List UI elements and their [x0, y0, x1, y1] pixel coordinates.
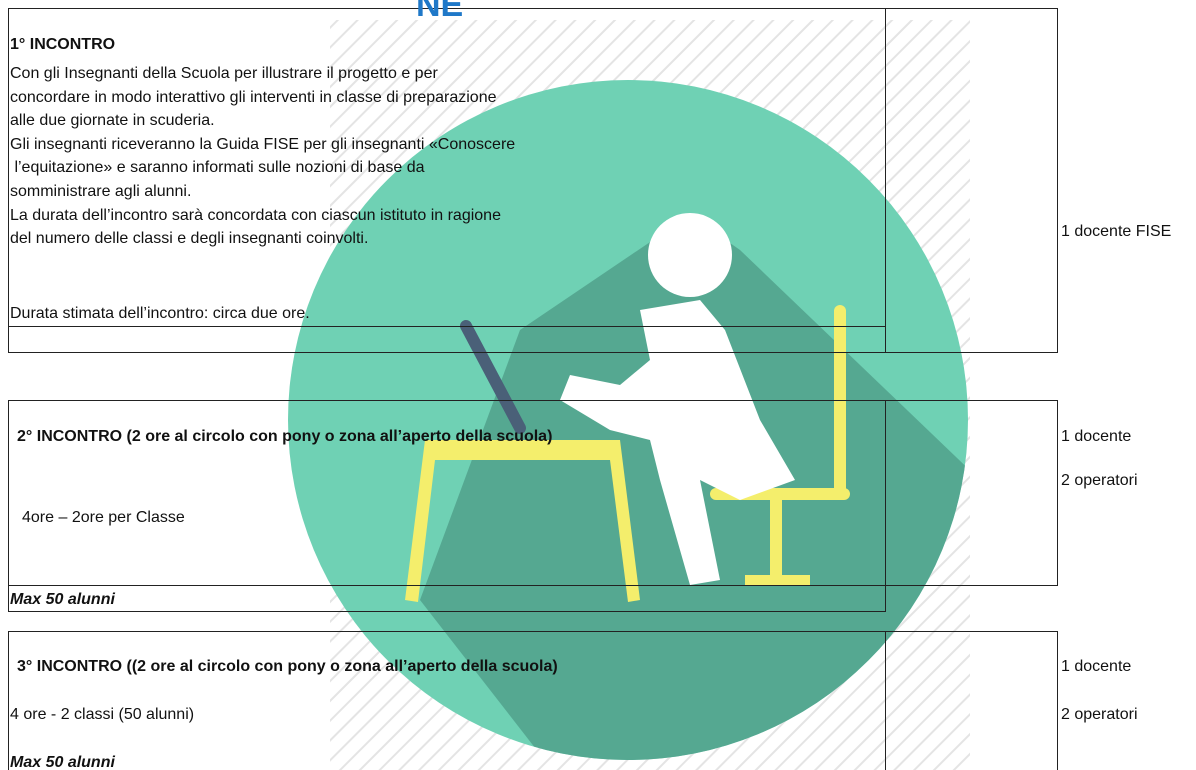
staff: 1 docente [1061, 658, 1132, 675]
title: NE [416, 0, 464, 24]
body-line: somministrare agli alunni. [10, 183, 192, 200]
icon [405, 213, 850, 602]
detail: 4 ore - 2 classi (50 alunni) [10, 706, 195, 723]
staff: 1 docente FISE [1061, 223, 1172, 240]
body-line: Gli insegnanti riceveranno la Guida FISE… [10, 135, 516, 153]
staff: 2 operatori [1061, 472, 1138, 489]
body-line: l’equitazione» e saranno informati sulle… [10, 159, 425, 177]
boxes [8, 8, 1058, 770]
note: Max 50 alunni [10, 754, 115, 770]
duration: Durata stimata dell’incontro: circa due … [10, 305, 310, 322]
detail: 4ore – 2ore per Classe [22, 509, 185, 526]
body-line: del numero delle classi e degli insegnan… [10, 230, 369, 248]
staff: 1 docente [1061, 428, 1132, 445]
section-title: 1° INCONTRO [10, 36, 116, 53]
body-line: concordare in modo interattivo gli inter… [10, 88, 497, 106]
note: Max 50 alunni [10, 591, 115, 608]
section-title: 3° INCONTRO ((2 ore al circolo con pony … [17, 658, 558, 675]
body-line: Con gli Insegnanti della Scuola per illu… [10, 65, 438, 82]
body-line: alle due giornate in scuderia. [10, 112, 215, 130]
section-title: 2° INCONTRO (2 ore al circolo con pony o… [17, 428, 553, 445]
body-line: La durata dell’incontro sarà concordata … [10, 206, 501, 224]
staff: 2 operatori [1061, 706, 1138, 723]
